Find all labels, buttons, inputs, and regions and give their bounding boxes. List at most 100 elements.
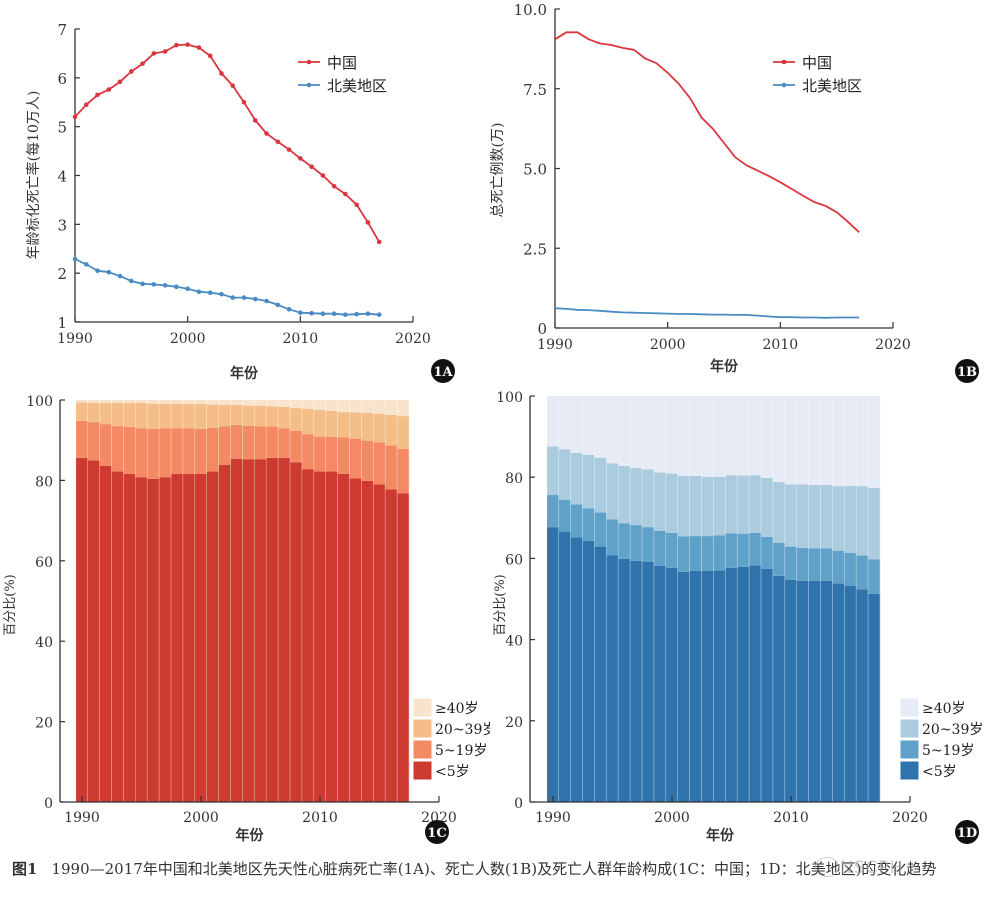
bar-segment [171, 428, 184, 474]
bar-segment [171, 400, 184, 404]
bar-segment [677, 571, 690, 802]
y-tick-label: 0 [44, 796, 53, 812]
bar-segment [337, 400, 350, 413]
bar-segment [171, 403, 184, 429]
data-point [331, 183, 337, 189]
bar-segment [123, 400, 136, 403]
data-point [95, 92, 100, 98]
series-line-north-america [74, 258, 380, 316]
bar-segment [606, 396, 619, 464]
bar-segment [594, 457, 607, 513]
bar-segment [666, 396, 678, 474]
bar-segment [630, 525, 643, 561]
series-line-china [554, 31, 860, 233]
bar-segment [349, 478, 362, 802]
data-point [354, 202, 359, 208]
data-point [219, 71, 224, 76]
bar-segment [606, 519, 619, 556]
y-tick-label: 40 [35, 635, 53, 651]
x-tick-label: 2020 [892, 810, 928, 826]
bar-segment [761, 478, 774, 537]
data-point [129, 278, 134, 284]
bar-segment [868, 593, 881, 802]
legend-marker [306, 82, 312, 88]
bar-segment [713, 476, 726, 536]
bar-segment [111, 471, 124, 802]
bar-segment [773, 575, 786, 802]
data-point [320, 311, 326, 316]
bar-segment [666, 473, 678, 533]
bar-segment [558, 449, 571, 500]
bar-segment [618, 396, 631, 466]
bar-segment [582, 396, 595, 455]
bar-segment [254, 405, 267, 427]
bar-segment [547, 396, 559, 447]
y-tick-label: 5.0 [523, 161, 547, 179]
y-tick-label: 0 [537, 320, 547, 338]
bar-segment [87, 402, 100, 423]
bar-segment [206, 400, 219, 405]
data-point [230, 83, 236, 88]
figure-caption-text: 1990—2017年中国和北美地区先天性心脏病死亡率(1A)、死亡人数(1B)及… [51, 860, 937, 878]
bar-segment [558, 531, 571, 802]
bar-segment [832, 396, 845, 487]
data-point [83, 262, 89, 267]
bar-segment [832, 550, 845, 584]
bar-segment [832, 583, 845, 802]
x-tick-label: 2020 [421, 810, 457, 826]
data-point [309, 310, 314, 316]
bar-segment [844, 586, 857, 802]
data-point [72, 256, 78, 262]
y-tick-label: 2.5 [523, 240, 547, 258]
bar-segment [844, 485, 857, 553]
legend-label: 5~19岁 [922, 743, 974, 759]
data-point [376, 312, 382, 317]
watermark: NSCPH [840, 858, 904, 878]
bar-segment [230, 404, 243, 425]
data-point [151, 282, 157, 287]
data-point [286, 147, 292, 152]
bar-segment [159, 400, 172, 404]
bar-segment [385, 400, 398, 415]
bar-segment [183, 473, 196, 802]
bar-segment [737, 396, 750, 476]
data-point [275, 139, 281, 145]
x-axis-label: 年份 [236, 827, 265, 844]
bar-segment [278, 406, 291, 429]
bar-segment [302, 434, 315, 470]
figure-label: 图1 [12, 860, 38, 878]
bar-segment [325, 410, 338, 437]
legend-swatch [412, 718, 433, 739]
bar-segment [290, 462, 303, 802]
bar-segment [147, 400, 160, 404]
bar-segment [230, 424, 243, 459]
bar-segment [349, 412, 362, 439]
y-tick-label: 40 [505, 634, 523, 650]
bar-segment [642, 527, 655, 562]
x-axis-label: 年份 [230, 365, 259, 382]
bar-segment [254, 400, 267, 406]
bar-segment [314, 400, 326, 411]
bar-segment [832, 486, 845, 551]
data-point [320, 173, 326, 178]
bar-segment [796, 547, 809, 581]
data-point [196, 45, 202, 50]
y-tick-label: 100 [26, 394, 53, 410]
data-point [185, 42, 190, 47]
bar-segment [218, 464, 231, 802]
x-tick-label: 2010 [283, 331, 319, 347]
bar-segment [844, 396, 857, 486]
bar-segment [195, 473, 207, 802]
bar-segment [868, 559, 881, 594]
bar-segment [111, 426, 124, 472]
data-point [241, 295, 247, 300]
figure-caption: 图1 1990—2017年中国和北美地区先天性心脏病死亡率(1A)、死亡人数(1B… [12, 856, 988, 883]
bar-segment [314, 436, 326, 472]
x-tick-label: 2020 [875, 337, 911, 353]
bar-segment [808, 580, 821, 802]
bar-segment [749, 396, 762, 476]
bar-segment [642, 561, 655, 802]
y-tick-label: 3 [57, 216, 67, 234]
bar-segment [195, 400, 207, 405]
bar-segment [183, 400, 196, 405]
